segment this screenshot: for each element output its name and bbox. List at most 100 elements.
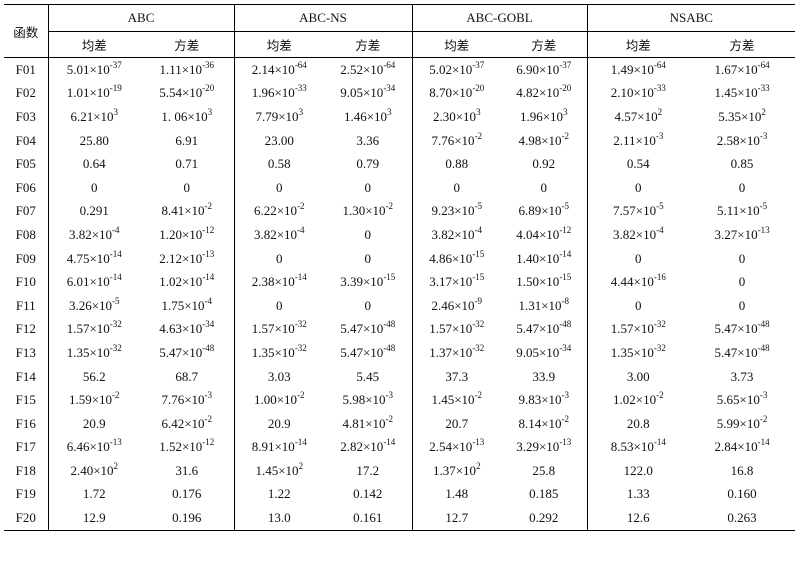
mean-cell: 1.22 bbox=[267, 486, 291, 502]
mean-cell: 1.37×10-32 bbox=[429, 342, 485, 360]
subheader-mean: 均差 bbox=[48, 31, 140, 58]
function-name-cell: F10 bbox=[4, 270, 49, 294]
variance-cell: 1.75×10-4 bbox=[140, 293, 235, 318]
mean-cell: 0 bbox=[276, 250, 283, 266]
variance-cell: 1.31×10-8 bbox=[501, 293, 588, 318]
variance-cell: 3.27×10-13 bbox=[714, 224, 770, 242]
table-row: F10 6.01×10-14 1.02×10-14 2.38×10-14 3.39×10… bbox=[4, 270, 795, 294]
variance-cell: 6.91 bbox=[140, 128, 235, 153]
variance-cell: 5.47×10-48 bbox=[140, 341, 235, 365]
variance-cell: 0.196 bbox=[140, 506, 235, 531]
mean-cell: 2.38×10-14 bbox=[251, 272, 307, 290]
mean-cell: 4.86×10-15 bbox=[429, 248, 485, 266]
function-name-cell: F12 bbox=[4, 317, 49, 342]
table-row: F01 5.01×10-37 1.11×10-36 2.14×10-64 2.52×10… bbox=[4, 57, 795, 82]
variance-cell: 0 bbox=[501, 175, 588, 200]
variance-cell: 5.35×102 bbox=[718, 106, 766, 124]
variance-cell: 0 bbox=[738, 297, 746, 313]
mean-cell: 12.6 bbox=[587, 506, 690, 531]
variance-cell: 2.82×10-14 bbox=[324, 435, 413, 460]
mean-cell: 25.80 bbox=[79, 132, 109, 148]
mean-cell: 3.00 bbox=[626, 368, 650, 384]
mean-cell: 0 bbox=[276, 179, 283, 195]
table-row: F19 1.72 0.176 1.22 0.142 1.48 0.185 1.33 0.160 bbox=[4, 482, 795, 507]
function-name-cell: F06 bbox=[4, 175, 49, 200]
variance-cell: 1.67×10-64 bbox=[714, 59, 770, 77]
variance-cell: 5.65×10-3 bbox=[716, 390, 768, 408]
function-name-cell: F02 bbox=[4, 81, 49, 106]
mean-cell: 20.8 bbox=[626, 415, 650, 431]
mean-cell: 0.64 bbox=[82, 156, 106, 172]
subheader-variance: 方差 bbox=[324, 31, 413, 58]
variance-cell: 1.11×10-36 bbox=[140, 57, 235, 82]
variance-cell: 33.9 bbox=[501, 364, 588, 389]
subheader-variance: 方差 bbox=[140, 31, 235, 58]
variance-cell: 0.161 bbox=[324, 506, 413, 531]
variance-cell: 0 bbox=[324, 293, 413, 318]
mean-cell: 7.79×103 bbox=[255, 106, 304, 124]
mean-cell: 9.23×10-5 bbox=[431, 201, 483, 219]
mean-cell: 12.7 bbox=[412, 506, 502, 531]
group-header-nsabc: NSABC bbox=[587, 4, 796, 32]
variance-cell: 1.02×10-14 bbox=[140, 270, 235, 294]
mean-cell: 1.35×10-32 bbox=[610, 342, 666, 360]
table-row: F14 56.2 68.7 3.03 5.45 37.3 33.9 3.00 3.73 bbox=[4, 364, 795, 389]
variance-cell: 5.47×10-48 bbox=[501, 317, 588, 342]
mean-cell: 0.291 bbox=[79, 203, 109, 219]
mean-cell: 7.57×10-5 bbox=[612, 201, 664, 219]
variance-cell: 0.85 bbox=[730, 156, 754, 172]
mean-cell: 12.9 bbox=[48, 506, 140, 531]
variance-cell: 2.52×10-64 bbox=[324, 57, 413, 82]
variance-cell: 4.81×10-2 bbox=[324, 411, 413, 436]
variance-cell: 6.42×10-2 bbox=[140, 411, 235, 436]
mean-cell: 1.00×10-2 bbox=[253, 390, 305, 408]
mean-cell: 7.76×10-2 bbox=[431, 130, 483, 148]
variance-cell: 2.58×10-3 bbox=[716, 130, 768, 148]
table-row: F16 20.9 6.42×10-2 20.9 4.81×10-2 20.7 8.14×10… bbox=[4, 411, 795, 436]
table-row: F18 2.40×102 31.6 1.45×102 17.2 1.37×102 25.8 1… bbox=[4, 459, 795, 483]
variance-cell: 1. 06×103 bbox=[140, 105, 235, 129]
variance-cell: 1.20×10-12 bbox=[140, 223, 235, 247]
variance-cell: 3.73 bbox=[730, 368, 754, 384]
table-row: F20 12.9 0.196 13.0 0.161 12.7 0.292 12.6 0.263 bbox=[4, 506, 796, 531]
mean-cell: 3.82×10-4 bbox=[68, 224, 120, 242]
variance-cell: 9.05×10-34 bbox=[501, 341, 588, 365]
variance-cell: 1.40×10-14 bbox=[501, 246, 588, 271]
variance-cell: 5.98×10-3 bbox=[324, 388, 413, 412]
mean-cell: 1.45×102 bbox=[255, 460, 304, 478]
group-header-abc-ns: ABC-NS bbox=[234, 4, 413, 32]
mean-cell: 3.26×10-5 bbox=[68, 295, 120, 313]
group-header-abc: ABC bbox=[48, 4, 235, 32]
mean-cell: 0 bbox=[635, 297, 642, 313]
variance-cell: 25.8 bbox=[501, 459, 588, 483]
mean-cell: 20.7 bbox=[445, 415, 469, 431]
table-row: F08 3.82×10-4 1.20×10-12 3.82×10-4 0 3.82×10-… bbox=[4, 223, 795, 247]
mean-cell: 6.46×10-13 bbox=[66, 437, 122, 455]
mean-cell: 2.46×10-9 bbox=[431, 295, 483, 313]
subheader-variance: 方差 bbox=[689, 31, 796, 58]
table-row: F12 1.57×10-32 4.63×10-34 1.57×10-32 5.47×10… bbox=[4, 317, 795, 342]
mean-cell: 0 bbox=[635, 250, 642, 266]
table-row: F13 1.35×10-32 5.47×10-48 1.35×10-32 5.47×10… bbox=[4, 341, 795, 365]
variance-cell: 0.142 bbox=[324, 482, 413, 507]
variance-cell: 0.71 bbox=[140, 152, 235, 176]
variance-cell: 5.47×10-48 bbox=[324, 341, 413, 365]
variance-cell: 5.47×10-48 bbox=[714, 342, 770, 360]
variance-cell: 0.176 bbox=[140, 482, 235, 507]
function-name-cell: F14 bbox=[4, 364, 49, 389]
mean-cell: 5.02×10-37 bbox=[429, 59, 485, 77]
table-row: F11 3.26×10-5 1.75×10-4 0 0 2.46×10-9 1.31×10-… bbox=[4, 293, 795, 318]
function-name-cell: F16 bbox=[4, 411, 49, 436]
table-body: F01 5.01×10-37 1.11×10-36 2.14×10-64 2.52×10… bbox=[4, 57, 796, 531]
variance-cell: 1.45×10-33 bbox=[714, 83, 770, 101]
function-name-cell: F03 bbox=[4, 105, 49, 129]
mean-cell: 20.9 bbox=[82, 415, 106, 431]
variance-cell: 5.47×10-48 bbox=[324, 317, 413, 342]
mean-cell: 1.01×10-19 bbox=[66, 83, 122, 101]
mean-cell: 1.57×10-32 bbox=[429, 319, 485, 337]
mean-cell: 1.02×10-2 bbox=[612, 390, 664, 408]
variance-cell: 4.82×10-20 bbox=[501, 81, 588, 106]
variance-cell: 5.47×10-48 bbox=[714, 319, 770, 337]
mean-cell: 122.0 bbox=[623, 462, 653, 478]
